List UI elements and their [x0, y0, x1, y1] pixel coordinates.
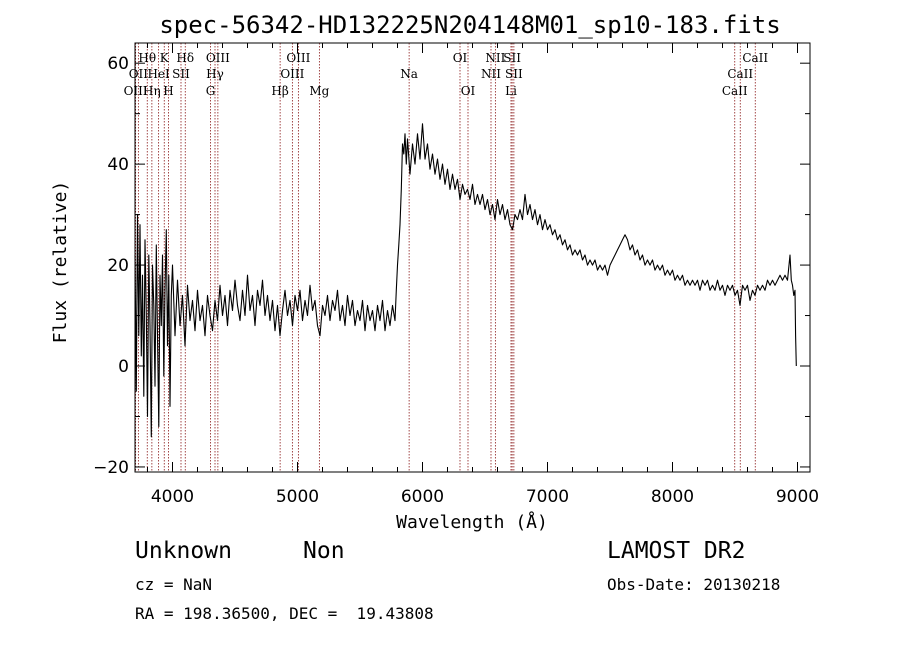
x-tick-label: 8000 [651, 487, 694, 507]
line-marker-label: OI [453, 51, 468, 65]
x-axis-label: Wavelength (Å) [396, 511, 548, 533]
line-marker-label: Li [505, 84, 517, 98]
line-marker-label: CaII [727, 67, 753, 81]
line-marker-label: Hη [143, 84, 161, 98]
line-marker-label: SII [503, 51, 521, 65]
line-marker-label: H [163, 84, 173, 98]
x-tick-label: 5000 [276, 487, 319, 507]
line-marker-label: Hθ [138, 51, 156, 65]
observation-date: Obs-Date: 20130218 [607, 575, 781, 594]
line-marker-label: Hβ [271, 84, 288, 98]
line-marker-label: K [160, 51, 170, 65]
redshift-cz: cz = NaN [135, 575, 213, 594]
line-marker-label: Hγ [206, 67, 224, 81]
line-marker-label: NII [485, 51, 505, 65]
line-marker-label: OIII [206, 51, 230, 65]
x-axis-ticks: 4000 5000 6000 7000 8000 9000 [147, 43, 819, 507]
y-axis-ticks: −20 0 20 40 60 [93, 54, 810, 478]
spectral-subclass: Non [303, 538, 345, 564]
x-tick-label: 7000 [526, 487, 569, 507]
spectrum-series-line [134, 123, 797, 438]
y-tick-label: 40 [107, 155, 129, 175]
plot-frame [134, 42, 811, 473]
spectral-line-markers [135, 43, 756, 472]
line-marker-label: CaII [722, 84, 748, 98]
x-tick-label: 4000 [151, 487, 194, 507]
line-marker-label: OIII [124, 84, 148, 98]
x-tick-label: 6000 [401, 487, 444, 507]
chart-title: spec-56342-HD132225N204148M01_sp10-183.f… [159, 11, 780, 39]
y-axis-label: Flux (relative) [50, 181, 71, 344]
line-marker-label: NII [481, 67, 501, 81]
line-marker-label: Na [400, 67, 418, 81]
line-marker-label: HeI [147, 67, 170, 81]
line-marker-label: Mg [309, 84, 329, 98]
line-marker-label: G [206, 84, 216, 98]
line-marker-label: OI [461, 84, 476, 98]
line-marker-label: SII [172, 67, 190, 81]
line-marker-label: CaII [742, 51, 768, 65]
survey-name: LAMOST DR2 [607, 538, 746, 564]
line-marker-label: SII [505, 67, 523, 81]
line-marker-label: Hδ [176, 51, 194, 65]
spectral-class: Unknown [135, 538, 232, 564]
sky-coordinates: RA = 198.36500, DEC = 19.43808 [135, 604, 434, 623]
line-marker-label: OII [129, 67, 149, 81]
y-tick-label: 0 [118, 357, 129, 377]
y-tick-label: 20 [107, 256, 129, 276]
y-tick-label: 60 [107, 54, 129, 74]
line-marker-label: OIII [286, 51, 310, 65]
y-tick-label: −20 [93, 458, 129, 478]
x-tick-label: 9000 [776, 487, 819, 507]
line-marker-label: OIII [280, 67, 304, 81]
spectral-line-labels: Hθ OII OIII HeI Hη K H SII Hδ OIII Hγ G OIII OIII Hβ Mg… [124, 51, 769, 98]
